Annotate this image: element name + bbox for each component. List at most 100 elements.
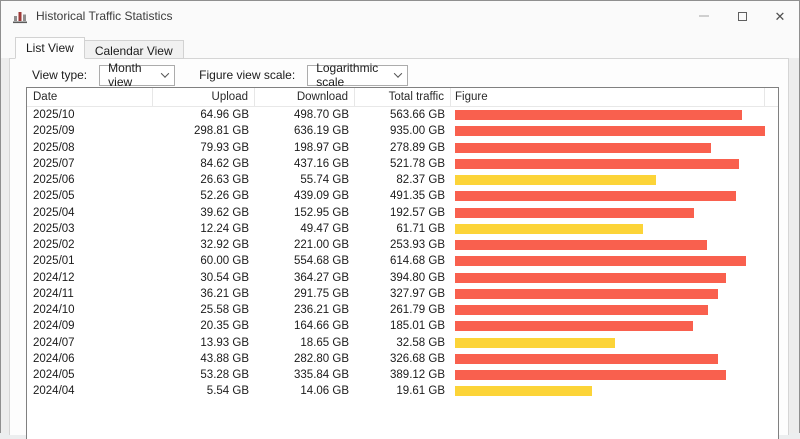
table-row[interactable]: 2024/11 36.21 GB 291.75 GB 327.97 GB: [27, 286, 778, 302]
figure-scale-label: Figure view scale:: [199, 68, 296, 82]
figure-cell: [451, 351, 778, 367]
view-type-dropdown[interactable]: Month view: [99, 61, 176, 89]
upload-cell: 13.93 GB: [200, 336, 249, 349]
total-cell: 491.35 GB: [390, 190, 445, 203]
left-gutter: [1, 58, 9, 433]
traffic-bar: [455, 191, 736, 202]
figure-cell: [451, 221, 778, 237]
close-icon: ✕: [774, 8, 786, 24]
date-cell: 2025/03: [33, 222, 75, 235]
table-row[interactable]: 2024/09 20.35 GB 164.66 GB 185.01 GB: [27, 318, 778, 334]
figure-cell: [451, 318, 778, 334]
download-cell: 335.84 GB: [294, 369, 349, 381]
figure-cell: [451, 367, 778, 383]
column-header-figure[interactable]: Figure: [451, 88, 765, 106]
date-cell: 2025/07: [33, 157, 75, 170]
column-header-total-traffic[interactable]: Total traffic: [355, 88, 451, 106]
total-cell: 261.79 GB: [390, 304, 445, 316]
total-cell: 389.12 GB: [390, 369, 445, 381]
upload-cell: 84.62 GB: [200, 157, 249, 170]
traffic-bar: [455, 321, 693, 332]
table-row[interactable]: 2024/07 13.93 GB 18.65 GB 32.58 GB: [27, 335, 778, 351]
figure-cell: [451, 107, 778, 123]
minimize-button[interactable]: [685, 1, 723, 31]
list-view-page: View type: Month view Figure view scale:…: [9, 58, 789, 439]
upload-cell: 53.28 GB: [200, 369, 249, 381]
table-row[interactable]: 2025/02 32.92 GB 221.00 GB 253.93 GB: [27, 237, 778, 253]
total-cell: 327.97 GB: [390, 287, 445, 300]
figure-cell: [451, 302, 778, 318]
date-cell: 2025/09: [33, 125, 75, 138]
table-row[interactable]: 2025/09 298.81 GB 636.19 GB 935.00 GB: [27, 123, 778, 139]
upload-cell: 298.81 GB: [194, 125, 249, 138]
maximize-button[interactable]: [723, 1, 761, 31]
total-cell: 19.61 GB: [396, 385, 445, 398]
date-cell: 2024/12: [33, 271, 75, 284]
figure-scale-value: Logarithmic scale: [316, 61, 379, 89]
upload-cell: 36.21 GB: [200, 287, 249, 300]
table-header: Date Upload Download Total traffic Figur…: [27, 88, 778, 107]
traffic-bar: [455, 142, 711, 153]
total-cell: 61.71 GB: [396, 222, 445, 235]
date-cell: 2025/02: [33, 239, 75, 251]
tab-strip: List View Calendar View: [15, 37, 184, 59]
figure-cell: [451, 172, 778, 188]
figure-cell: [451, 253, 778, 269]
table-row[interactable]: 2025/10 64.96 GB 498.70 GB 563.66 GB: [27, 107, 778, 123]
close-button[interactable]: ✕: [761, 1, 799, 31]
table-row[interactable]: 2024/12 30.54 GB 364.27 GB 394.80 GB: [27, 270, 778, 286]
figure-cell: [451, 237, 778, 253]
traffic-bar: [455, 110, 742, 120]
download-cell: 282.80 GB: [294, 352, 349, 365]
right-gutter: [789, 58, 799, 433]
traffic-bar: [455, 386, 592, 397]
total-cell: 192.57 GB: [390, 206, 445, 219]
traffic-bar: [455, 272, 726, 283]
figure-scale-dropdown[interactable]: Logarithmic scale: [307, 61, 409, 89]
upload-cell: 64.96 GB: [200, 109, 249, 121]
table-row[interactable]: 2025/08 79.93 GB 198.97 GB 278.89 GB: [27, 140, 778, 156]
table-row[interactable]: 2024/04 5.54 GB 14.06 GB 19.61 GB: [27, 383, 778, 399]
table-row[interactable]: 2025/01 60.00 GB 554.68 GB 614.68 GB: [27, 253, 778, 269]
download-cell: 18.65 GB: [300, 336, 349, 349]
column-header-download[interactable]: Download: [255, 88, 355, 106]
download-cell: 636.19 GB: [294, 125, 349, 138]
table-body: 2025/10 64.96 GB 498.70 GB 563.66 GB 202…: [27, 107, 778, 400]
upload-cell: 43.88 GB: [200, 352, 249, 365]
date-cell: 2025/04: [33, 206, 75, 219]
figure-cell: [451, 140, 778, 156]
traffic-bar: [455, 175, 656, 185]
traffic-bar: [455, 370, 726, 380]
download-cell: 439.09 GB: [294, 190, 349, 203]
table-row[interactable]: 2025/06 26.63 GB 55.74 GB 82.37 GB: [27, 172, 778, 188]
date-cell: 2025/05: [33, 190, 75, 203]
tab-list-view[interactable]: List View: [15, 37, 85, 59]
table-row[interactable]: 2025/03 12.24 GB 49.47 GB 61.71 GB: [27, 221, 778, 237]
total-cell: 32.58 GB: [396, 336, 445, 349]
table-row[interactable]: 2024/05 53.28 GB 335.84 GB 389.12 GB: [27, 367, 778, 383]
table-row[interactable]: 2024/06 43.88 GB 282.80 GB 326.68 GB: [27, 351, 778, 367]
figure-cell: [451, 156, 778, 172]
table-row[interactable]: 2024/10 25.58 GB 236.21 GB 261.79 GB: [27, 302, 778, 318]
figure-cell: [451, 123, 778, 139]
download-cell: 55.74 GB: [300, 174, 349, 186]
date-cell: 2024/06: [33, 352, 75, 365]
tab-calendar-view[interactable]: Calendar View: [84, 40, 184, 59]
figure-cell: [451, 270, 778, 286]
table-row[interactable]: 2025/07 84.62 GB 437.16 GB 521.78 GB: [27, 156, 778, 172]
column-header-upload[interactable]: Upload: [153, 88, 255, 106]
download-cell: 498.70 GB: [294, 109, 349, 121]
date-cell: 2024/04: [33, 385, 75, 398]
total-cell: 614.68 GB: [390, 255, 445, 268]
column-header-date[interactable]: Date: [27, 88, 153, 106]
view-type-value: Month view: [108, 61, 142, 89]
window-title: Historical Traffic Statistics: [36, 9, 173, 23]
table-row[interactable]: 2025/04 39.62 GB 152.95 GB 192.57 GB: [27, 205, 778, 221]
total-cell: 563.66 GB: [390, 109, 445, 121]
total-cell: 935.00 GB: [390, 125, 445, 138]
download-cell: 236.21 GB: [294, 304, 349, 316]
table-row[interactable]: 2025/05 52.26 GB 439.09 GB 491.35 GB: [27, 188, 778, 204]
traffic-bar: [455, 126, 765, 137]
upload-cell: 25.58 GB: [200, 304, 249, 316]
upload-cell: 5.54 GB: [206, 385, 249, 398]
